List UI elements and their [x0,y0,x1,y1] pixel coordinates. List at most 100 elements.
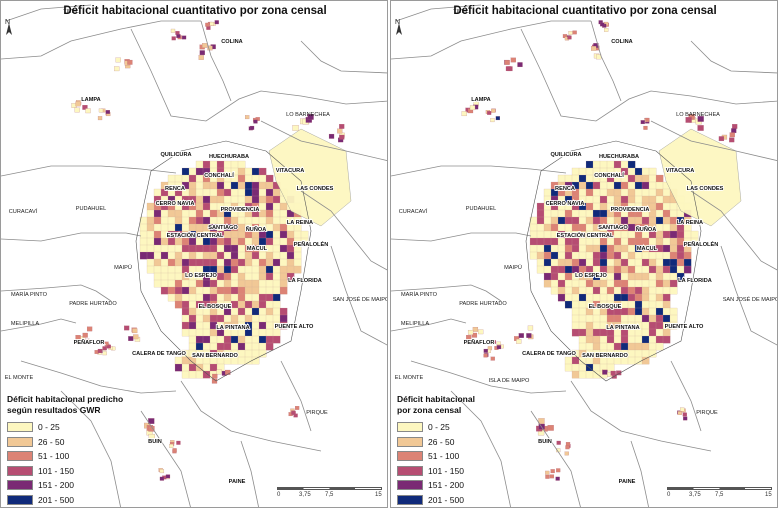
census-zone [613,195,622,204]
census-zone [286,265,295,274]
census-zone [599,286,608,295]
census-zone [604,28,609,32]
census-zone [571,300,580,309]
census-zone [251,300,260,309]
census-zone [237,293,246,302]
census-zone [167,244,176,253]
census-zone [146,202,155,211]
census-zone [641,174,650,183]
census-zone [174,216,183,225]
census-zone [585,342,594,351]
census-zone [251,293,260,302]
census-zone [627,349,636,358]
legend-title-right: Déficit habitacional por zona censal [397,394,475,416]
census-zone [223,230,232,239]
census-zone [181,307,190,316]
census-zone [188,328,197,337]
census-zone [265,314,274,323]
census-zone [578,181,587,190]
census-zone [648,209,657,218]
census-zone [599,237,608,246]
commune-boundary [690,40,777,74]
census-zone [600,22,605,27]
census-zone [627,272,636,281]
census-zone [555,476,560,481]
census-zone [557,293,566,302]
census-zone [627,216,636,225]
census-zone [662,286,671,295]
census-zone [251,167,260,176]
census-zone [258,293,267,302]
census-zone [146,230,155,239]
census-zone [195,321,204,330]
census-zone [648,265,657,274]
census-zone [648,251,657,260]
census-zone [286,258,295,267]
census-zone [669,272,678,281]
census-zone [655,202,664,211]
commune-label: PUDAHUEL [466,206,496,212]
census-zone [265,293,274,302]
census-zone [557,223,566,232]
census-zone [641,188,650,197]
census-zone [223,265,232,274]
census-zone [655,293,664,302]
census-zone [634,335,643,344]
census-zone [339,124,345,129]
census-zone [645,117,650,122]
legend-swatch [7,436,33,447]
legend-item: 201 - 500 [7,493,123,508]
census-zone [202,342,211,351]
census-zone [230,230,239,239]
legend-label: 51 - 100 [428,451,460,462]
census-zone [606,293,615,302]
census-zone [564,356,573,365]
census-zone [237,181,246,190]
census-zone [491,340,496,344]
census-zone [543,244,552,253]
census-zone [206,26,211,30]
census-zone [202,279,211,288]
census-zone [244,286,253,295]
census-zone [620,300,629,309]
census-zone [300,230,309,239]
census-zone [181,370,190,379]
census-zone [195,258,204,267]
census-zone [578,216,587,225]
commune-boundary [1,165,177,177]
legend-swatch [7,494,33,505]
census-zone [258,209,267,218]
commune-label: MAIPÚ [114,264,132,271]
census-zone [181,314,190,323]
legend-label: 101 - 150 [428,465,464,476]
census-zone [195,286,204,295]
census-zone [627,335,636,344]
census-zone [536,216,545,225]
commune-label: ÑUÑOA [636,226,657,233]
legend-title-line1-left: Déficit habitacional predicho [7,394,124,404]
census-zone [174,237,183,246]
census-zone [132,328,138,334]
census-zone [620,181,629,190]
census-zone [571,363,580,372]
census-zone [655,209,664,218]
census-zone [557,209,566,218]
census-zone [578,209,587,218]
commune-label: CURACAVÍ [399,208,428,215]
census-zone [505,66,512,72]
census-zone [223,160,232,169]
census-zone [495,116,501,121]
scale-bar-right: 0 3,75 7,5 15 [667,487,772,501]
census-zone [504,59,510,65]
census-zone [167,237,176,246]
scale-line [667,487,772,490]
census-zone [564,286,573,295]
census-zone [209,237,218,246]
census-zone [613,230,622,239]
census-zone [613,293,622,302]
census-zone [683,251,692,260]
census-zone [669,251,678,260]
census-zone [174,223,183,232]
census-zone [543,279,552,288]
census-zone [265,174,274,183]
